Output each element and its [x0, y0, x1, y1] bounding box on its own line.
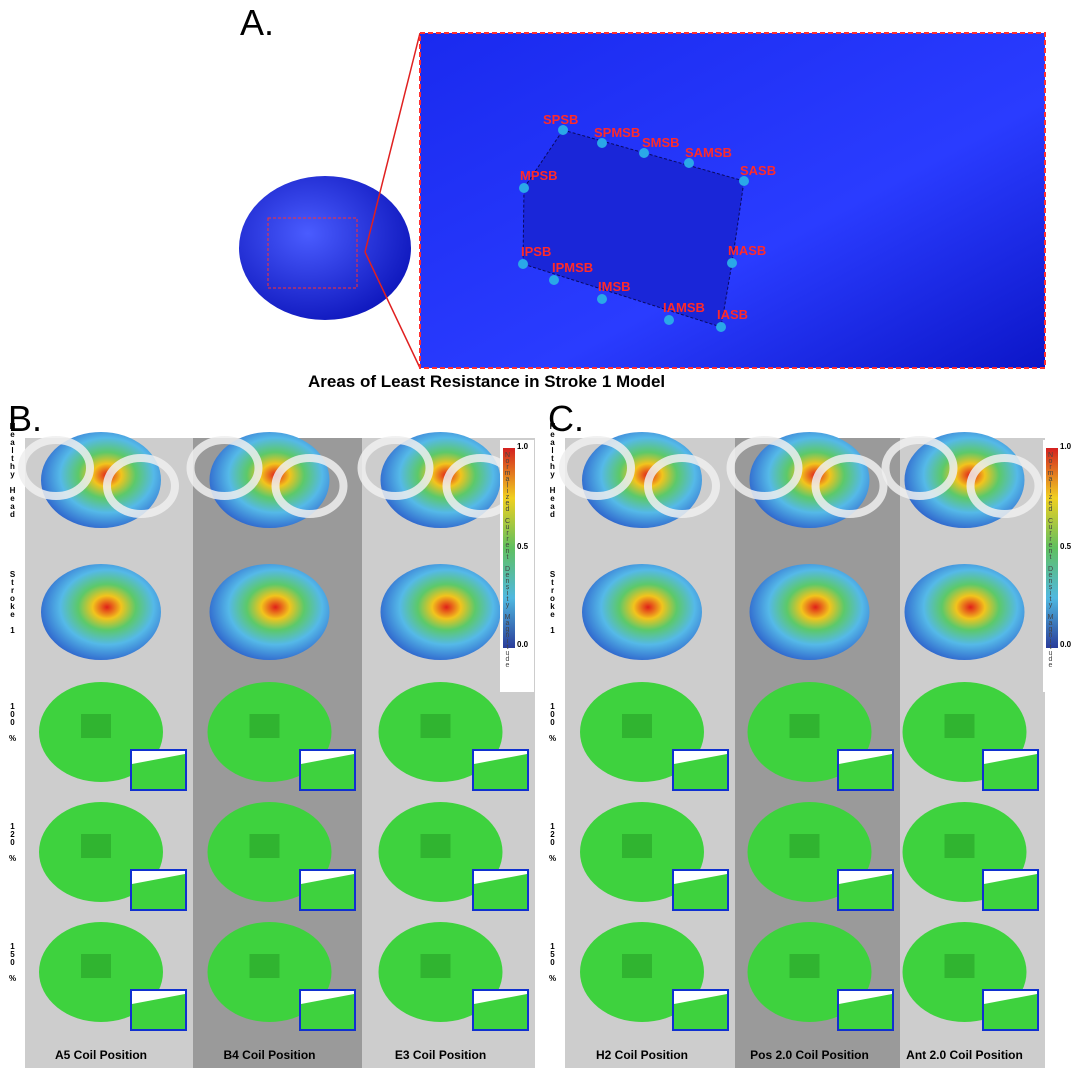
- row-label: Stroke 1: [548, 570, 557, 634]
- row-label: 150 %: [8, 942, 17, 982]
- point-label: SAMSB: [685, 145, 732, 160]
- point-label: IASB: [717, 307, 748, 322]
- field-map: [582, 564, 702, 660]
- colorbar-tick: 1.0: [517, 442, 528, 451]
- point-label: MASB: [728, 243, 766, 258]
- field-map: [750, 564, 870, 660]
- point-label: IPSB: [521, 244, 551, 259]
- lesion-patch: [81, 714, 111, 738]
- point-marker: [716, 322, 726, 332]
- row-label: 120 %: [548, 822, 557, 862]
- lesion-patch: [790, 714, 820, 738]
- point-marker: [519, 183, 529, 193]
- point-marker: [664, 315, 674, 325]
- lesion-patch: [421, 954, 451, 978]
- row-label: 100 %: [548, 702, 557, 742]
- row-label: Healthy Head: [8, 422, 17, 518]
- point-label: IMSB: [598, 279, 631, 294]
- lesion-patch: [790, 954, 820, 978]
- point-label: SMSB: [642, 135, 680, 150]
- colorbar-tick: 0.5: [1060, 542, 1071, 551]
- lesion-patch: [790, 834, 820, 858]
- point-marker: [727, 258, 737, 268]
- lesion-patch: [622, 834, 652, 858]
- figure: A. SPSB SPMSBSMSB SAMSB SASB MPSB IPSBIPMSB IMS…: [0, 0, 1075, 1068]
- colorbar-tick: 0.5: [517, 542, 528, 551]
- point-label: SASB: [740, 163, 776, 178]
- lesion-patch: [622, 714, 652, 738]
- colorbar-tick: 0.0: [1060, 640, 1071, 649]
- figure-graphics: [0, 0, 1075, 1068]
- head-model: [239, 176, 411, 320]
- column-label: Pos 2.0 Coil Position: [750, 1048, 869, 1062]
- caption: Areas of Least Resistance in Stroke 1 Mo…: [308, 372, 665, 392]
- lesion-patch: [81, 954, 111, 978]
- point-marker: [549, 275, 559, 285]
- row-label: 120 %: [8, 822, 17, 862]
- lesion-patch: [421, 834, 451, 858]
- row-label: Healthy Head: [548, 422, 557, 518]
- row-label: 150 %: [548, 942, 557, 982]
- column-label: H2 Coil Position: [596, 1048, 688, 1062]
- lesion-patch: [945, 714, 975, 738]
- point-label: SPSB: [543, 112, 578, 127]
- column-label: E3 Coil Position: [395, 1048, 486, 1062]
- lesion-patch: [622, 954, 652, 978]
- column-label: Ant 2.0 Coil Position: [906, 1048, 1023, 1062]
- point-label: IPMSB: [552, 260, 593, 275]
- colorbar-title: Normalized Current Density Magnitude: [504, 452, 511, 668]
- lesion-patch: [945, 834, 975, 858]
- field-map: [210, 564, 330, 660]
- field-map: [41, 564, 161, 660]
- lesion-patch: [250, 834, 280, 858]
- point-marker: [597, 294, 607, 304]
- row-label: 100 %: [8, 702, 17, 742]
- point-marker: [518, 259, 528, 269]
- lesion-patch: [81, 834, 111, 858]
- point-label: IAMSB: [663, 300, 705, 315]
- column-label: A5 Coil Position: [55, 1048, 147, 1062]
- lesion-patch: [421, 714, 451, 738]
- point-label: MPSB: [520, 168, 558, 183]
- colorbar-tick: 1.0: [1060, 442, 1071, 451]
- field-map: [905, 564, 1025, 660]
- point-label: SPMSB: [594, 125, 640, 140]
- lesion-patch: [945, 954, 975, 978]
- lesion-patch: [250, 954, 280, 978]
- lesion-patch: [250, 714, 280, 738]
- column-label: B4 Coil Position: [223, 1048, 315, 1062]
- colorbar-title: Normalized Current Density Magnitude: [1047, 452, 1054, 668]
- field-map: [381, 564, 501, 660]
- panel-label: A.: [240, 2, 274, 44]
- colorbar-tick: 0.0: [517, 640, 528, 649]
- row-label: Stroke 1: [8, 570, 17, 634]
